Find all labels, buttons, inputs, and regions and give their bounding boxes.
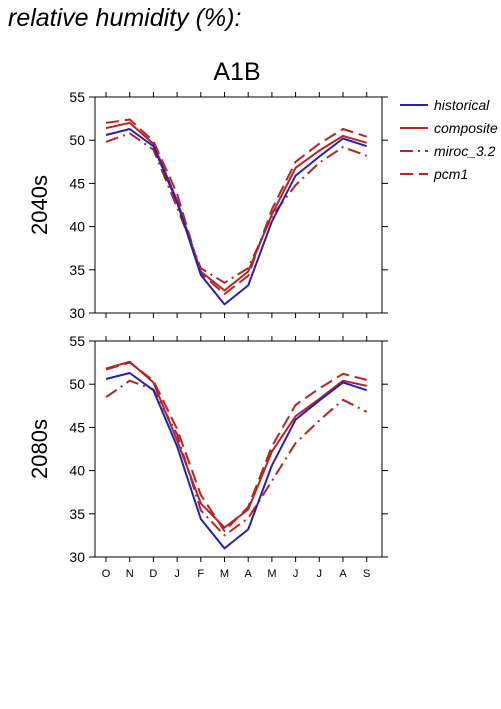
y-tick-label: 45 (69, 419, 85, 435)
x-tick-label: F (197, 568, 204, 580)
y-tick-label: 50 (69, 132, 85, 148)
x-tick-label: D (149, 568, 157, 580)
plot-frame (94, 340, 383, 558)
y-tick-label: 40 (69, 463, 85, 479)
x-tick-label: A (339, 568, 347, 580)
x-tick-label: M (267, 568, 276, 580)
x-tick-label: N (126, 568, 134, 580)
y-tick-label: 40 (69, 219, 85, 235)
series-miroc_3.2-line (105, 132, 368, 284)
plot-frame (94, 96, 383, 314)
x-tick-label: J (174, 568, 180, 580)
series-historical-line (105, 128, 368, 306)
x-tick-label: S (363, 568, 370, 580)
x-tick-label: A (245, 568, 253, 580)
y-axis-label: 2040s (27, 175, 52, 235)
series-composite-line (105, 360, 367, 529)
panel-2040s: 30 35 40 45 50 55 2040s (27, 89, 388, 321)
y-tick-label: 55 (69, 89, 85, 105)
y-axis-label: 2080s (27, 419, 52, 479)
series-pcm1-line (105, 361, 367, 533)
x-tick-label: M (220, 568, 229, 580)
legend-label-composite: composite (434, 120, 498, 136)
series-composite-line (105, 121, 367, 292)
panel-title: A1B (213, 58, 260, 86)
legend-label-pcm1: pcm1 (433, 166, 468, 182)
y-tick-label: 30 (69, 305, 85, 321)
series-historical-line (105, 372, 368, 550)
legend-label-miroc_3.2: miroc_3.2 (434, 143, 496, 159)
chart-panels: 30 35 40 45 50 55 2040s 30 35 40 45 50 55 O N D J F M A M J J A… (27, 89, 388, 580)
series-pcm1-line (105, 118, 368, 295)
x-tick-label: O (102, 568, 111, 580)
panel-2080s: 30 35 40 45 50 55 O N D J F M A M J J A S 2080s (27, 333, 388, 580)
y-tick-label: 55 (69, 333, 85, 349)
chart-legend: historical composite miroc_3.2 pcm1 (400, 97, 498, 182)
figure-title: relative humidity (%): (8, 4, 242, 32)
y-tick-label: 45 (69, 175, 85, 191)
x-tick-label: J (293, 568, 299, 580)
y-tick-label: 50 (69, 376, 85, 392)
x-tick-label: J (317, 568, 323, 580)
series-miroc_3.2-line (105, 379, 368, 537)
legend-label-historical: historical (434, 97, 490, 113)
y-tick-label: 35 (69, 506, 85, 522)
y-tick-label: 30 (69, 549, 85, 565)
y-tick-label: 35 (69, 262, 85, 278)
